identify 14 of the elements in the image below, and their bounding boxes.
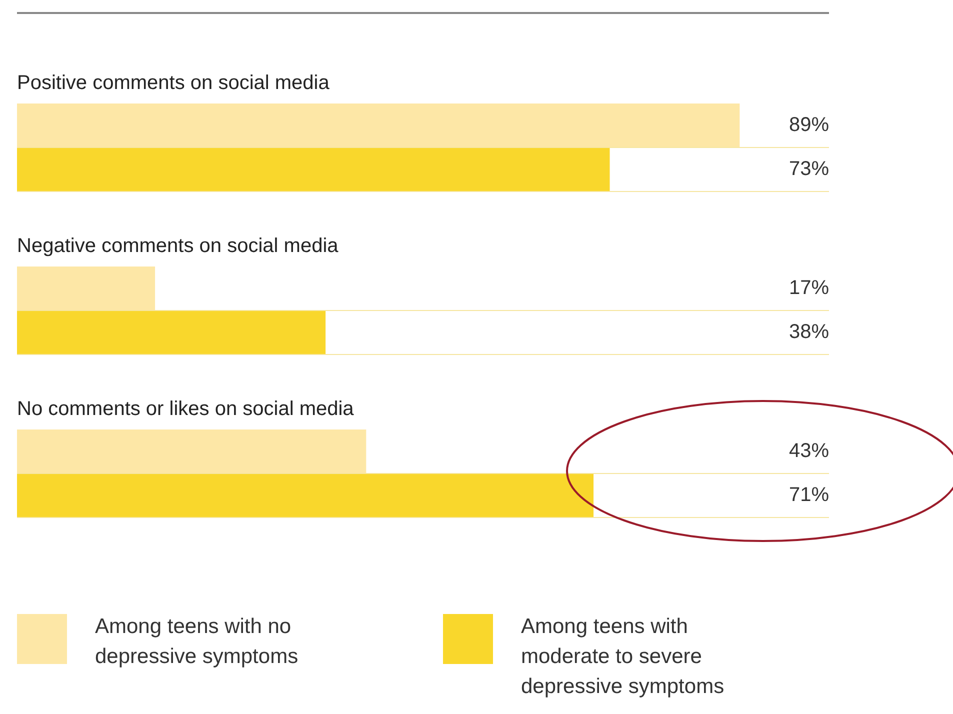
data-label: 43% [788, 440, 830, 462]
bar [17, 310, 326, 355]
data-label: 17% [788, 277, 830, 300]
data-label: 38% [788, 321, 830, 344]
bar [17, 148, 610, 192]
data-label: 71% [788, 484, 830, 506]
data-label: 73% [788, 158, 830, 180]
legend-label: Among teens with no depressive symptoms [95, 614, 300, 670]
y-tick-label: Negative comments on social media [17, 235, 340, 258]
bar [17, 474, 594, 518]
y-tick-label: No comments or likes on social media [17, 398, 355, 420]
data-label: 89% [788, 114, 830, 136]
y-tick-label: Positive comments on social media [17, 72, 330, 94]
legend-label: Among teens with moderate to severe depressive symptoms [521, 614, 726, 700]
